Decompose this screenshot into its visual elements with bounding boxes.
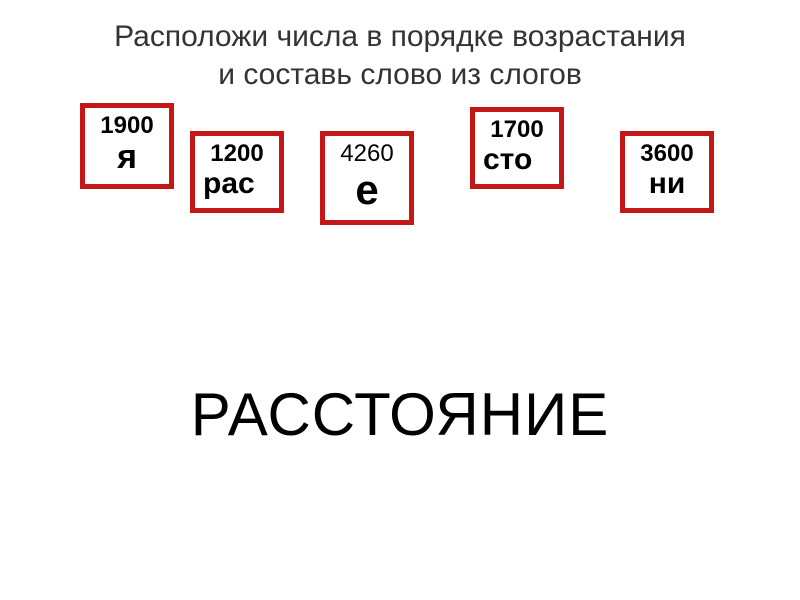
slide: Расположи числа в порядке возрастания и … [0, 0, 800, 600]
cards-row: 1900 я 1200 рас 4260 е 1700 сто 3600 ни [0, 103, 800, 283]
title-line-1: Расположи числа в порядке возрастания [0, 18, 800, 56]
card-syllable: я [91, 140, 163, 176]
card-4260: 4260 е [320, 131, 414, 225]
title-line-2: и составь слово из слогов [0, 56, 800, 94]
card-syllable: рас [201, 168, 273, 200]
answer-word: РАССТОЯНИЕ [0, 380, 800, 449]
card-number: 1900 [91, 112, 163, 140]
card-syllable: е [331, 168, 403, 212]
card-1200: 1200 рас [190, 131, 284, 213]
card-syllable: ни [631, 168, 703, 200]
card-3600: 3600 ни [620, 131, 714, 213]
card-number: 4260 [331, 140, 403, 168]
card-number: 1700 [481, 116, 553, 144]
card-1900: 1900 я [80, 103, 174, 189]
card-number: 1200 [201, 140, 273, 168]
card-syllable: сто [481, 144, 553, 176]
title-block: Расположи числа в порядке возрастания и … [0, 0, 800, 93]
card-number: 3600 [631, 140, 703, 168]
card-1700: 1700 сто [470, 107, 564, 189]
